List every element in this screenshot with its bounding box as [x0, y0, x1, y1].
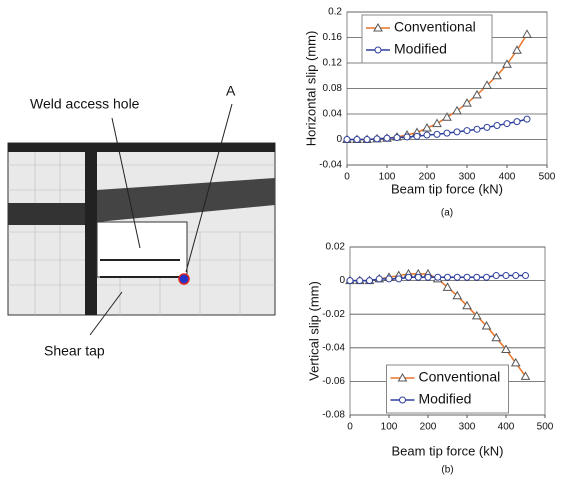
marker [357, 278, 363, 284]
y-tick-label: -0.02 [322, 309, 345, 320]
flange [8, 143, 275, 152]
marker [414, 133, 420, 139]
x-tick-label: 0 [347, 422, 353, 433]
mesh-diagram: Weld access hole A Shear tap [8, 83, 275, 359]
marker [434, 131, 440, 137]
marker [444, 130, 450, 136]
label: A [226, 83, 236, 99]
marker [503, 273, 509, 279]
y-tick-label: 0.02 [326, 242, 346, 253]
marker [435, 274, 441, 280]
x-axis-label: Beam tip force (kN) [392, 443, 504, 458]
figure: Weld access hole A Shear tap -0.0400.040… [0, 0, 562, 481]
marker [454, 129, 460, 135]
marker [523, 273, 529, 279]
y-tick-label: 0.2 [328, 7, 342, 18]
marker [347, 278, 353, 284]
label: Weld access hole [30, 96, 140, 112]
legend-label: Conventional [394, 19, 476, 35]
marker [404, 134, 410, 140]
marker [474, 274, 480, 280]
x-tick-label: 0 [344, 172, 350, 183]
marker [415, 274, 421, 280]
x-tick-label: 400 [498, 422, 515, 433]
y-tick-label: -0.06 [322, 376, 345, 387]
marker [425, 274, 431, 280]
beam-flange [8, 203, 85, 225]
x-tick-label: 500 [537, 422, 554, 433]
marker [375, 47, 381, 53]
marker [384, 135, 390, 141]
y-tick-label: 0 [336, 134, 342, 145]
access-hole [97, 222, 187, 277]
marker [344, 137, 350, 143]
marker [513, 273, 519, 279]
point-a [179, 274, 189, 284]
x-tick-label: 300 [459, 422, 476, 433]
y-tick-label: 0.16 [323, 32, 343, 43]
column-web [85, 143, 97, 315]
y-tick-label: 0.12 [323, 58, 343, 69]
y-axis-label: Vertical slip (mm) [306, 281, 321, 381]
caption: (a) [441, 208, 453, 219]
legend-label: Modified [419, 391, 472, 407]
marker [484, 124, 490, 130]
marker [386, 276, 392, 282]
marker [493, 273, 499, 279]
y-tick-label: -0.04 [319, 160, 342, 171]
marker [374, 136, 380, 142]
marker [524, 116, 530, 122]
marker [367, 278, 373, 284]
x-tick-label: 100 [381, 422, 398, 433]
marker [474, 126, 480, 132]
marker [504, 121, 510, 127]
marker [445, 274, 451, 280]
marker [396, 276, 402, 282]
caption: (b) [441, 465, 453, 476]
marker [484, 274, 490, 280]
marker [464, 274, 470, 280]
marker [406, 274, 412, 280]
marker [464, 128, 470, 134]
x-axis-label: Beam tip force (kN) [391, 181, 503, 196]
legend-label: Modified [394, 41, 447, 57]
marker [454, 274, 460, 280]
marker [354, 137, 360, 143]
y-tick-label: 0.04 [323, 109, 343, 120]
marker [376, 276, 382, 282]
marker [514, 119, 520, 125]
y-axis-label: Horizontal slip (mm) [303, 31, 318, 147]
marker [424, 132, 430, 138]
label: Shear tap [44, 343, 105, 359]
x-tick-label: 200 [420, 422, 437, 433]
x-tick-label: 500 [539, 172, 556, 183]
marker [364, 137, 370, 143]
legend-label: Conventional [419, 369, 501, 385]
marker [494, 122, 500, 128]
y-tick-label: -0.04 [322, 342, 345, 353]
y-tick-label: 0 [339, 275, 345, 286]
y-tick-label: 0.08 [323, 83, 343, 94]
marker [400, 397, 406, 403]
marker [394, 135, 400, 141]
y-tick-label: -0.08 [322, 410, 345, 421]
